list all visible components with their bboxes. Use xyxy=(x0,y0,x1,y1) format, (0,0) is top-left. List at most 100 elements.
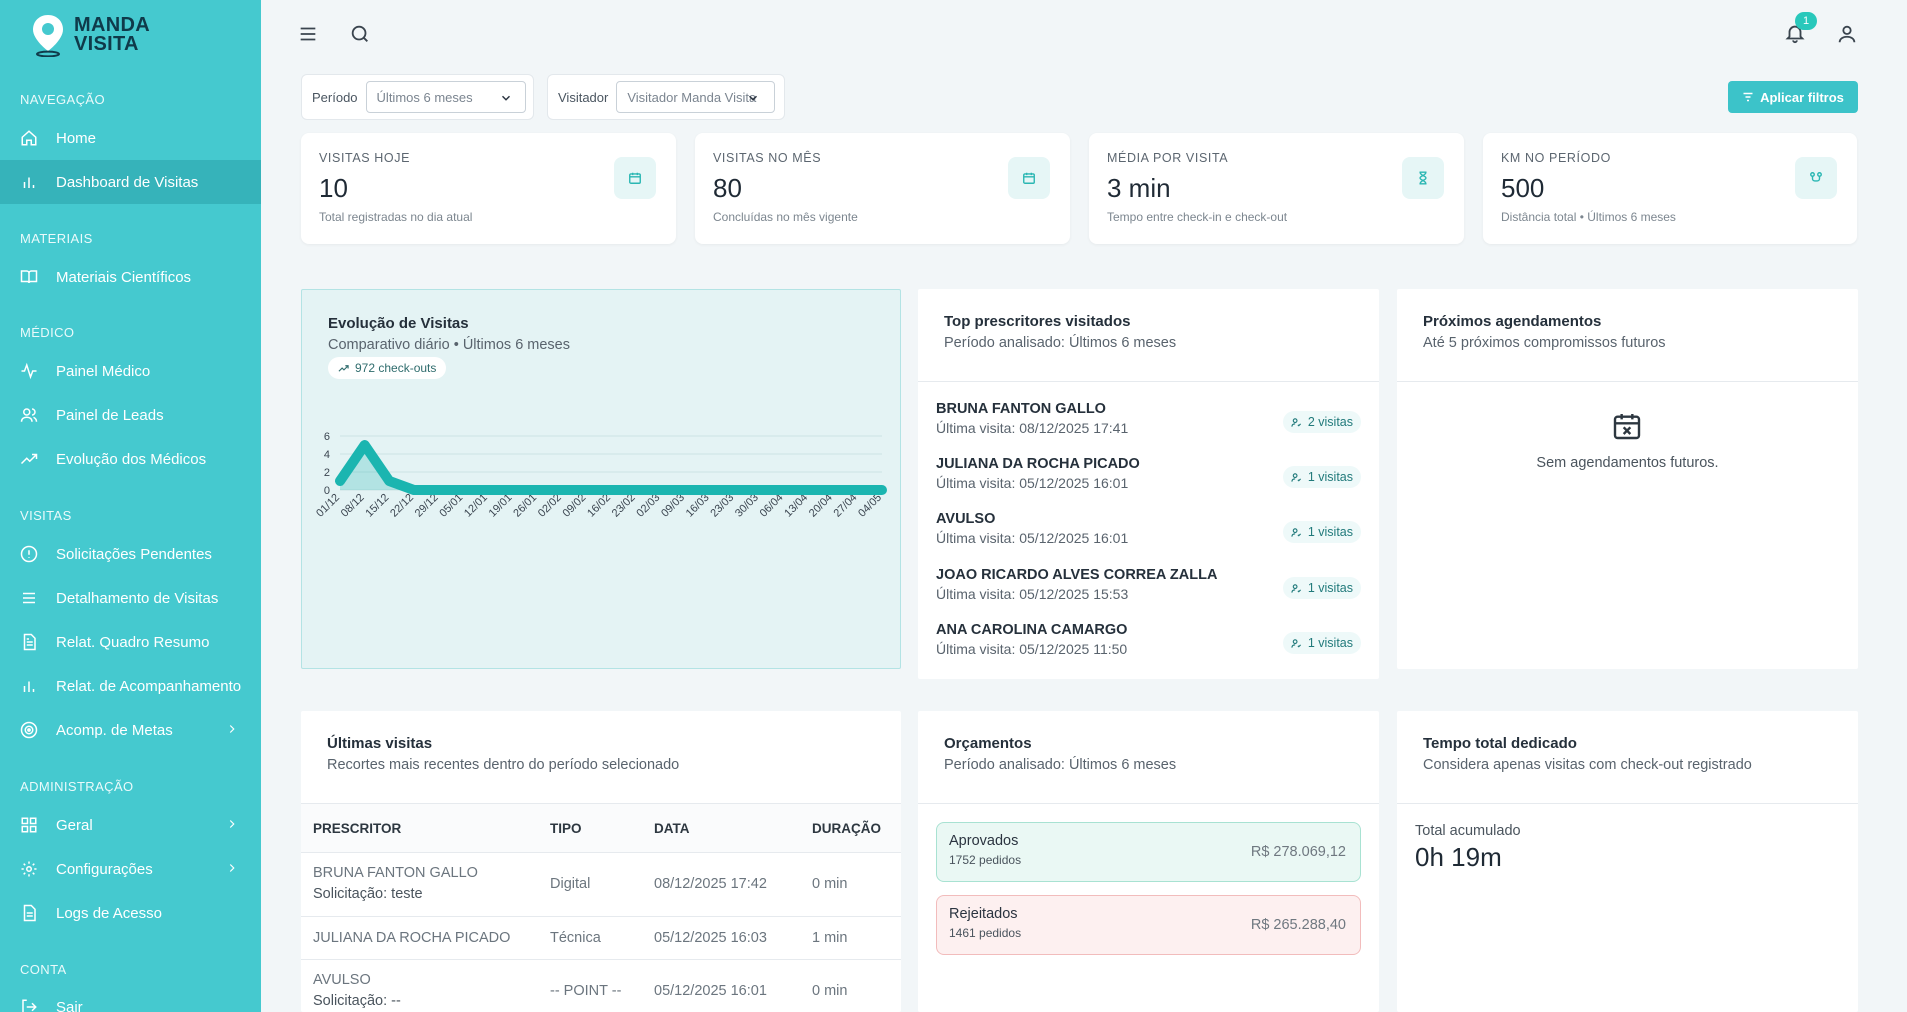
logout-icon xyxy=(20,998,38,1012)
prescritor-row[interactable]: ANA CAROLINA CAMARGO Última visita: 05/1… xyxy=(936,622,1361,672)
cell-tipo: Digital xyxy=(550,876,591,892)
table-row[interactable]: JULIANA DA ROCHA PICADO Técnica 05/12/20… xyxy=(301,917,901,960)
x-tick-label: 02/03 xyxy=(634,492,662,520)
prescritor-row[interactable]: BRUNA FANTON GALLO Última visita: 08/12/… xyxy=(936,401,1361,451)
prescritor-last-visit: Última visita: 05/12/2025 11:50 xyxy=(936,641,1128,657)
visits-count-badge: 1 visitas xyxy=(1282,632,1361,654)
kpi-title: KM NO PERÍODO xyxy=(1501,151,1611,165)
sidebar-item-geral[interactable]: Geral xyxy=(0,803,261,847)
chevron-right-icon xyxy=(229,725,235,733)
route-icon xyxy=(1795,157,1837,199)
column-header-data[interactable]: DATA xyxy=(654,821,690,836)
cell-duracao: 0 min xyxy=(812,983,848,999)
list-icon xyxy=(20,589,38,607)
kpi-title: MÉDIA POR VISITA xyxy=(1107,151,1229,165)
prescritor-row[interactable]: AVULSO Última visita: 05/12/2025 16:01 1… xyxy=(936,511,1361,561)
cell-duracao: 0 min xyxy=(812,876,848,892)
sidebar-item-painel-de-leads[interactable]: Painel de Leads xyxy=(0,393,261,437)
users-icon xyxy=(20,406,38,424)
series-area xyxy=(340,445,882,490)
x-tick-label: 05/01 xyxy=(437,492,465,520)
y-tick-label: 2 xyxy=(324,467,330,479)
kpi-value: 10 xyxy=(319,173,348,203)
user-check-icon xyxy=(1291,638,1301,648)
section-materiais: MATERIAIS xyxy=(20,231,93,246)
budget-rejected[interactable]: Rejeitados 1461 pedidos R$ 265.288,40 xyxy=(936,895,1361,955)
series-line xyxy=(335,440,887,495)
sidebar-item-label: Dashboard de Visitas xyxy=(56,173,199,191)
budget-approved[interactable]: Aprovados 1752 pedidos R$ 278.069,12 xyxy=(936,822,1361,882)
sidebar-item-acomp-de-metas[interactable]: Acomp. de Metas xyxy=(0,708,261,752)
visits-count-badge: 1 visitas xyxy=(1282,466,1361,488)
x-tick-label: 16/03 xyxy=(684,492,712,520)
x-tick-label: 23/02 xyxy=(610,492,638,520)
filter-icon xyxy=(1743,92,1753,102)
proximos-agendamentos-panel: Próximos agendamentos Até 5 próximos com… xyxy=(1397,289,1858,669)
sidebar-item-detalhamento-de-visitas[interactable]: Detalhamento de Visitas xyxy=(0,576,261,620)
user-check-icon xyxy=(1291,417,1301,427)
total-acumulado-value: 0h 19m xyxy=(1415,842,1502,872)
table-row[interactable]: AVULSO Solicitação: -- -- POINT -- 05/12… xyxy=(301,960,901,1012)
prescritor-row[interactable]: JULIANA DA ROCHA PICADO Última visita: 0… xyxy=(936,456,1361,506)
visits-count-badge: 2 visitas xyxy=(1282,411,1361,433)
cell-tipo: Técnica xyxy=(550,930,601,946)
column-header-duracao[interactable]: DURAÇÃO xyxy=(812,821,881,836)
cell-data: 08/12/2025 17:42 xyxy=(654,876,767,892)
sidebar-item-solicitacoes-pendentes[interactable]: Solicitações Pendentes xyxy=(0,532,261,576)
visitador-select[interactable]: Visitador Manda Visita xyxy=(616,81,776,113)
column-header-tipo[interactable]: TIPO xyxy=(550,821,582,836)
x-tick-label: 06/04 xyxy=(758,492,786,520)
brand-logo[interactable]: MANDA VISITA xyxy=(0,0,261,70)
book-icon xyxy=(20,268,38,286)
x-tick-label: 09/03 xyxy=(659,492,687,520)
calendar-icon xyxy=(1008,157,1050,199)
sidebar-item-evolucao-dos-medicos[interactable]: Evolução dos Médicos xyxy=(0,437,261,481)
kpi-value: 500 xyxy=(1501,173,1545,203)
prescritor-last-visit: Última visita: 08/12/2025 17:41 xyxy=(936,420,1129,436)
section-visitas: VISITAS xyxy=(20,508,72,523)
prescritor-name: JULIANA DA ROCHA PICADO xyxy=(936,456,1140,472)
alert-circle-icon xyxy=(20,545,38,563)
budget-rejected-value: R$ 265.288,40 xyxy=(1250,917,1346,933)
periodo-select[interactable]: Últimos 6 meses xyxy=(365,81,526,113)
sidebar-item-label: Relat. Quadro Resumo xyxy=(56,633,210,651)
section-conta: CONTA xyxy=(20,962,67,977)
sidebar-item-label: Detalhamento de Visitas xyxy=(56,589,219,607)
x-tick-label: 12/01 xyxy=(462,492,490,520)
sidebar-item-label: Evolução dos Médicos xyxy=(56,450,207,468)
column-header-prescritor[interactable]: PRESCRITOR xyxy=(313,821,402,836)
sidebar-item-home[interactable]: Home xyxy=(0,116,261,160)
user-check-icon xyxy=(1291,472,1301,482)
visitador-label: Visitador xyxy=(558,89,609,105)
divider xyxy=(918,381,1379,382)
empty-state-message: Sem agendamentos futuros. xyxy=(1536,455,1719,471)
visitador-value: Visitador Manda Visita xyxy=(627,89,757,105)
sidebar-item-label: Configurações xyxy=(56,860,153,878)
panel-subtitle: Comparativo diário • Últimos 6 meses xyxy=(328,337,570,353)
menu-icon[interactable] xyxy=(297,23,319,45)
sidebar-item-configuracoes[interactable]: Configurações xyxy=(0,847,261,891)
sidebar-item-relat-de-acompanhamento[interactable]: Relat. de Acompanhamento xyxy=(0,664,261,708)
prescritor-row[interactable]: JOAO RICARDO ALVES CORREA ZALLA Última v… xyxy=(936,567,1361,617)
section-navegacao: NAVEGAÇÃO xyxy=(20,92,105,107)
sidebar-item-dashboard-de-visitas[interactable]: Dashboard de Visitas xyxy=(0,160,261,204)
divider xyxy=(918,803,1379,804)
table-row[interactable]: BRUNA FANTON GALLO Solicitação: teste Di… xyxy=(301,853,901,917)
user-icon[interactable] xyxy=(1836,23,1858,45)
x-tick-label: 01/12 xyxy=(314,492,342,520)
chevron-down-icon xyxy=(501,95,510,101)
gear-icon xyxy=(20,860,38,878)
filter-visitador: Visitador Visitador Manda Visita xyxy=(547,74,785,120)
sidebar-item-logs-de-acesso[interactable]: Logs de Acesso xyxy=(0,891,261,935)
sidebar-item-materiais-cientificos[interactable]: Materiais Científicos xyxy=(0,255,261,299)
x-tick-label: 30/03 xyxy=(733,492,761,520)
filter-periodo: Período Últimos 6 meses xyxy=(301,74,534,120)
apply-filters-button[interactable]: Aplicar filtros xyxy=(1728,81,1858,113)
visits-line-chart: 024601/1208/1215/1222/1229/1205/0112/011… xyxy=(314,431,887,520)
sidebar-item-painel-medico[interactable]: Painel Médico xyxy=(0,349,261,393)
sidebar-item-sair[interactable]: Sair xyxy=(0,985,261,1012)
top-prescritores-panel: Top prescritores visitados Período anali… xyxy=(918,289,1379,679)
search-icon[interactable] xyxy=(349,23,371,45)
tempo-total-panel: Tempo total dedicado Considera apenas vi… xyxy=(1397,711,1858,1012)
sidebar-item-relat-quadro-resumo[interactable]: Relat. Quadro Resumo xyxy=(0,620,261,664)
